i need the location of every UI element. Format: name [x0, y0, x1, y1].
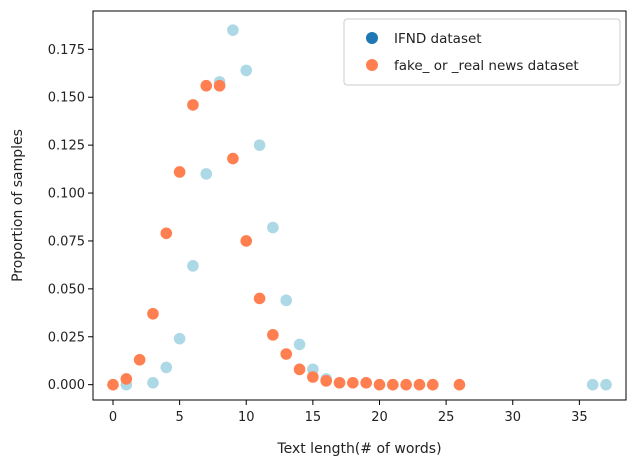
data-point-fake-or-real: [307, 371, 319, 383]
y-axis-ticks: 0.000 0.025 0.050 0.075 0.100 0.125 0.150 0.175: [48, 43, 93, 393]
x-tick-label: 15: [305, 410, 322, 425]
y-tick-label: 0.125: [48, 139, 85, 154]
data-point-fake-or-real: [200, 79, 213, 92]
y-tick-label: 0.075: [48, 234, 85, 249]
data-point-fake-or-real: [293, 363, 306, 376]
data-point-fake-or-real: [213, 79, 226, 92]
legend-box: [343, 18, 621, 86]
data-points-layer: [107, 24, 612, 391]
x-tick-label: 5: [175, 410, 183, 425]
data-point-ifnd: [253, 139, 266, 151]
y-tick-label: 0.100: [48, 187, 85, 202]
x-tick-label: 25: [438, 410, 455, 425]
y-axis-label: Proportion of samples: [10, 129, 26, 282]
data-point-fake-or-real: [280, 348, 293, 360]
data-point-ifnd: [586, 378, 599, 391]
data-point-fake-or-real: [360, 376, 372, 389]
data-point-ifnd: [267, 221, 279, 234]
x-tick-label: 35: [571, 410, 588, 425]
legend-marker-fake-or-real: [366, 59, 378, 71]
data-point-fake-or-real: [160, 227, 173, 240]
data-point-fake-or-real: [373, 378, 386, 391]
data-point-fake-or-real: [173, 166, 186, 178]
data-point-fake-or-real: [426, 378, 439, 391]
data-point-fake-or-real: [347, 376, 359, 389]
y-tick-label: 0.000: [48, 378, 85, 393]
data-point-fake-or-real: [240, 235, 253, 247]
x-axis-ticks: 0 5 10 15 20 25 30 35: [109, 400, 588, 425]
data-point-ifnd: [173, 332, 186, 345]
data-point-fake-or-real: [320, 375, 332, 387]
x-tick-label: 0: [109, 410, 117, 425]
legend-label-fake-or-real: fake_ or _real news dataset: [394, 58, 579, 74]
data-point-fake-or-real: [387, 378, 399, 391]
legend: IFND dataset fake_ or _real news dataset: [343, 18, 621, 86]
data-point-ifnd: [147, 376, 159, 389]
data-point-ifnd: [187, 260, 199, 272]
data-point-fake-or-real: [227, 152, 239, 165]
legend-label-ifnd: IFND dataset: [394, 31, 482, 47]
data-point-fake-or-real: [413, 378, 426, 391]
data-point-fake-or-real: [107, 378, 119, 391]
y-tick-label: 0.150: [48, 91, 85, 106]
data-point-fake-or-real: [453, 378, 466, 391]
data-point-fake-or-real: [400, 378, 412, 391]
legend-marker-ifnd: [366, 32, 378, 44]
data-point-ifnd: [240, 64, 253, 77]
x-tick-label: 30: [504, 410, 521, 425]
plot-frame: [92, 10, 627, 401]
data-point-ifnd: [200, 168, 213, 180]
data-point-ifnd: [600, 378, 612, 391]
x-tick-label: 20: [371, 410, 388, 425]
x-axis-label: Text length(# of words): [276, 441, 441, 457]
data-point-ifnd: [280, 294, 293, 307]
y-tick-label: 0.050: [48, 282, 85, 297]
x-tick-label: 10: [238, 410, 255, 425]
data-point-ifnd: [160, 361, 173, 374]
data-point-fake-or-real: [133, 353, 146, 366]
y-tick-label: 0.025: [48, 330, 85, 345]
data-point-ifnd: [227, 24, 239, 36]
data-point-fake-or-real: [120, 373, 133, 385]
data-point-fake-or-real: [267, 329, 279, 341]
data-point-fake-or-real: [333, 376, 346, 389]
data-point-fake-or-real: [147, 307, 159, 320]
data-point-ifnd: [293, 338, 306, 351]
y-tick-label: 0.175: [48, 43, 85, 58]
data-point-fake-or-real: [187, 99, 199, 111]
data-point-fake-or-real: [253, 292, 266, 305]
